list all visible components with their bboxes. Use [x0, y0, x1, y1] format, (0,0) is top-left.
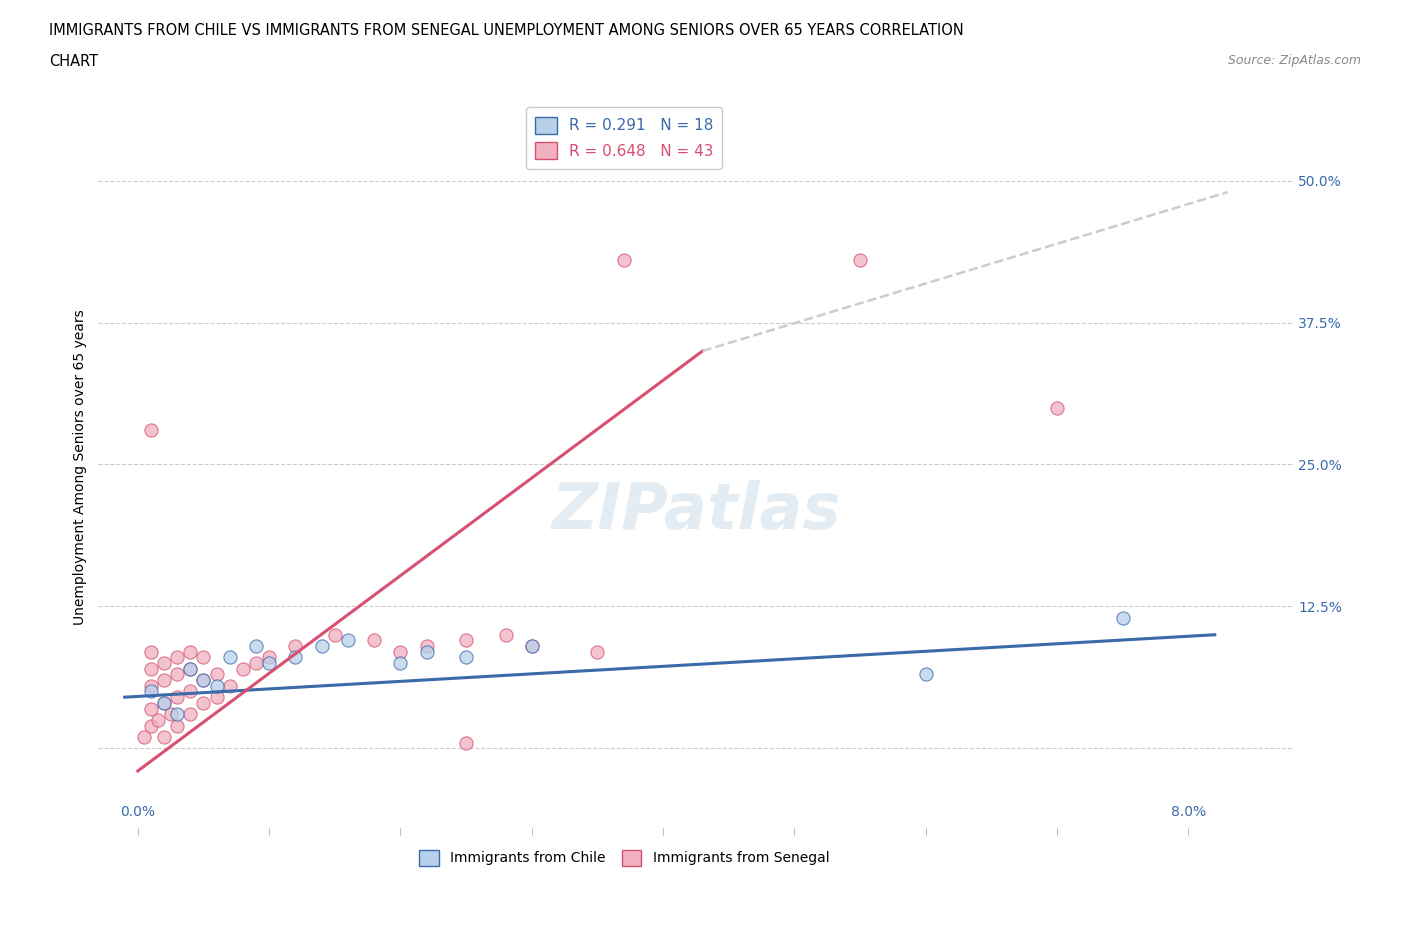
Text: Source: ZipAtlas.com: Source: ZipAtlas.com — [1227, 54, 1361, 67]
Point — [153, 656, 176, 671]
Point — [179, 707, 201, 722]
Point — [139, 678, 162, 693]
Point — [166, 650, 188, 665]
Point — [193, 650, 215, 665]
Point — [153, 729, 176, 744]
Text: CHART: CHART — [49, 54, 98, 69]
Point — [849, 253, 872, 268]
Point — [363, 633, 385, 648]
Point — [520, 639, 543, 654]
Point — [193, 696, 215, 711]
Point — [495, 628, 517, 643]
Point — [159, 707, 181, 722]
Point — [586, 644, 609, 659]
Point — [153, 696, 176, 711]
Point — [139, 718, 162, 733]
Point — [146, 712, 169, 727]
Point — [153, 672, 176, 687]
Text: ZIPatlas: ZIPatlas — [551, 480, 841, 541]
Point — [416, 644, 439, 659]
Point — [245, 639, 267, 654]
Y-axis label: Unemployment Among Seniors over 65 years: Unemployment Among Seniors over 65 years — [73, 310, 87, 625]
Point — [139, 423, 162, 438]
Point — [218, 650, 240, 665]
Point — [166, 667, 188, 682]
Point — [153, 696, 176, 711]
Point — [284, 650, 307, 665]
Point — [139, 684, 162, 699]
Point — [179, 644, 201, 659]
Point — [257, 656, 280, 671]
Point — [1046, 400, 1069, 415]
Point — [323, 628, 346, 643]
Point — [134, 729, 156, 744]
Point — [284, 639, 307, 654]
Point — [193, 672, 215, 687]
Point — [179, 661, 201, 676]
Text: 0.0%: 0.0% — [121, 804, 155, 818]
Point — [336, 633, 359, 648]
Text: IMMIGRANTS FROM CHILE VS IMMIGRANTS FROM SENEGAL UNEMPLOYMENT AMONG SENIORS OVER: IMMIGRANTS FROM CHILE VS IMMIGRANTS FROM… — [49, 23, 965, 38]
Point — [257, 650, 280, 665]
Point — [389, 644, 412, 659]
Point — [456, 633, 478, 648]
Point — [389, 656, 412, 671]
Point — [456, 735, 478, 750]
Point — [139, 701, 162, 716]
Point — [245, 656, 267, 671]
Point — [311, 639, 333, 654]
Point — [520, 639, 543, 654]
Point — [416, 639, 439, 654]
Point — [1112, 610, 1135, 625]
Point — [205, 667, 228, 682]
Point — [218, 678, 240, 693]
Point — [205, 690, 228, 705]
Point — [179, 684, 201, 699]
Point — [456, 650, 478, 665]
Point — [166, 718, 188, 733]
Point — [205, 678, 228, 693]
Point — [914, 667, 936, 682]
Point — [139, 661, 162, 676]
Point — [232, 661, 254, 676]
Legend: Immigrants from Chile, Immigrants from Senegal: Immigrants from Chile, Immigrants from S… — [413, 844, 835, 871]
Text: 8.0%: 8.0% — [1171, 804, 1206, 818]
Point — [613, 253, 636, 268]
Point — [179, 661, 201, 676]
Point — [139, 644, 162, 659]
Point — [193, 672, 215, 687]
Point — [166, 690, 188, 705]
Point — [166, 707, 188, 722]
